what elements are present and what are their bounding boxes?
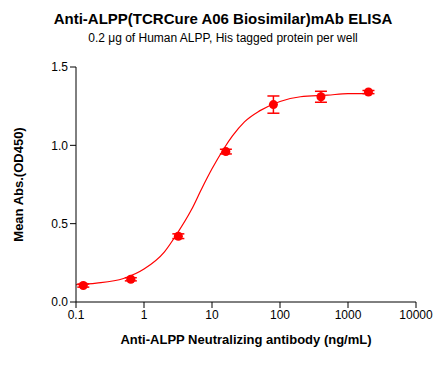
svg-text:10: 10 bbox=[205, 308, 219, 322]
svg-text:Mean Abs.(OD450): Mean Abs.(OD450) bbox=[11, 127, 26, 241]
svg-text:1: 1 bbox=[141, 308, 148, 322]
html-text:Anti-ALPP(TCRCure A06 Biosimil: Anti-ALPP(TCRCure A06 Biosimilar)mAb ELI… bbox=[53, 10, 393, 27]
svg-text:1000: 1000 bbox=[335, 308, 362, 322]
svg-text:1.5: 1.5 bbox=[51, 60, 68, 74]
html-text:0.2 μg of Human ALPP, His tagg: 0.2 μg of Human ALPP, His tagged protein… bbox=[88, 31, 358, 45]
svg-text:10000: 10000 bbox=[399, 308, 433, 322]
svg-text:0.1: 0.1 bbox=[68, 308, 85, 322]
svg-text:0.0: 0.0 bbox=[51, 295, 68, 309]
svg-text:100: 100 bbox=[270, 308, 290, 322]
svg-text:0.5: 0.5 bbox=[51, 217, 68, 231]
svg-text:1.0: 1.0 bbox=[51, 139, 68, 153]
svg-text:Anti-ALPP Neutralizing antibod: Anti-ALPP Neutralizing antibody (ng/mL) bbox=[120, 332, 371, 347]
